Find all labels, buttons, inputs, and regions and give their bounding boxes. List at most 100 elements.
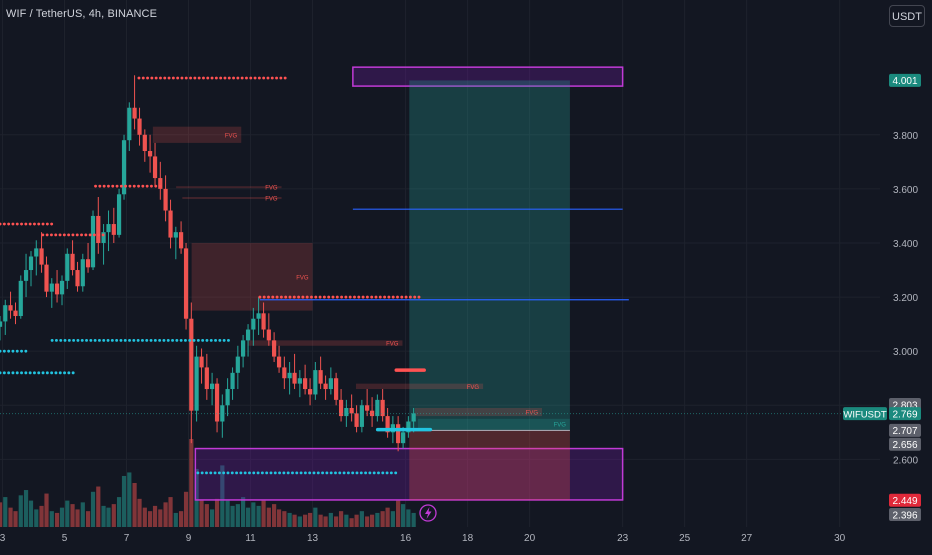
price-badge-bg xyxy=(889,493,921,507)
volume-bar xyxy=(158,509,163,527)
candle-body xyxy=(338,399,344,417)
volume-bar xyxy=(282,511,287,527)
x-tick-label: 27 xyxy=(741,533,753,544)
candle-body xyxy=(375,399,380,417)
candle-body xyxy=(334,378,339,400)
price-badge-text: 2.656 xyxy=(892,440,917,451)
symbol-title: WIF / TetherUS, 4h, BINANCE xyxy=(6,8,158,20)
candle-body xyxy=(282,367,287,379)
volume-bar xyxy=(90,491,96,527)
volume-bar xyxy=(106,507,111,527)
candle-body xyxy=(209,383,215,390)
volume-bar xyxy=(380,511,385,527)
candle-body xyxy=(354,413,359,427)
fvg-label: FVG xyxy=(225,133,238,139)
fvg-label: FVG xyxy=(554,423,567,429)
currency-button[interactable]: USDT xyxy=(889,5,925,27)
price-badge-text: 2.396 xyxy=(892,510,917,521)
volume-bar xyxy=(214,498,220,527)
volume-bar xyxy=(44,493,49,527)
candle-body xyxy=(313,370,318,395)
volume-bar xyxy=(101,505,106,527)
candle-body xyxy=(70,253,75,271)
candle-body xyxy=(411,413,416,422)
candle-body xyxy=(287,372,292,379)
candle-body xyxy=(194,356,199,411)
volume-bar xyxy=(375,512,380,527)
candle-body xyxy=(147,151,153,157)
price-badge-bg xyxy=(889,423,921,437)
volume-bar xyxy=(142,507,147,527)
candle-body xyxy=(183,248,189,319)
candle-body xyxy=(49,283,54,292)
fvg-box xyxy=(355,383,484,390)
candle-body xyxy=(3,305,8,322)
candle-body xyxy=(344,407,349,417)
volume-bar xyxy=(251,502,256,527)
volume-bar xyxy=(147,511,153,527)
volume-bar xyxy=(235,504,240,527)
time-axis[interactable]: 3 5 7 9 11 13 16 18 20 23 25 27 30 xyxy=(0,533,846,544)
candle-body xyxy=(261,313,266,330)
x-tick-label: 3 xyxy=(0,533,6,544)
volume-bar xyxy=(13,511,18,527)
y-tick-label: 2.600 xyxy=(893,455,918,466)
volume-bar xyxy=(173,512,178,527)
candles xyxy=(0,75,416,452)
fvg-box xyxy=(414,407,543,417)
volume-bar xyxy=(245,507,251,527)
candle-body xyxy=(75,270,80,287)
volume-bar xyxy=(406,509,411,527)
long-position[interactable] xyxy=(409,80,570,501)
candle-body xyxy=(85,259,91,268)
candle-body xyxy=(18,280,23,317)
y-tick-label: 3.400 xyxy=(893,239,918,250)
volume-bar xyxy=(225,500,230,527)
volume-bar xyxy=(338,511,344,527)
volume-bar xyxy=(189,439,194,527)
volume-bar xyxy=(354,514,359,527)
price-badge-text: 2.769 xyxy=(892,409,917,420)
price-badge-text: 4.001 xyxy=(892,76,917,87)
candle-body xyxy=(39,248,44,265)
y-tick-label: 3.600 xyxy=(893,185,918,196)
fvg-label: FVG xyxy=(296,275,309,281)
volume-bar xyxy=(183,491,189,527)
candle-body xyxy=(307,389,313,395)
candle-body xyxy=(241,340,246,357)
volume-bar xyxy=(65,500,70,527)
fvg-label: FVG xyxy=(526,411,539,417)
candle-body xyxy=(303,378,308,390)
volume-bar xyxy=(18,495,23,527)
volume-bar xyxy=(276,509,282,527)
candle-body xyxy=(54,283,60,295)
candle-body xyxy=(365,405,370,411)
volume-bar xyxy=(401,504,406,527)
fvg-label: FVG xyxy=(265,186,278,192)
volume-bar xyxy=(199,500,204,527)
candle-body xyxy=(44,264,49,292)
price-badge-bg xyxy=(889,508,921,522)
volume-bar xyxy=(411,512,416,527)
volume-bar xyxy=(137,498,142,527)
bolt-icon[interactable] xyxy=(419,504,437,522)
volume-bar xyxy=(96,486,101,527)
candle-body xyxy=(8,305,13,311)
volume-bar xyxy=(349,518,354,527)
candle-body xyxy=(189,318,194,411)
candle-body xyxy=(266,329,271,341)
volume-bar xyxy=(127,472,132,527)
candle-body xyxy=(214,383,220,422)
x-tick-label: 11 xyxy=(245,533,256,544)
candle-body xyxy=(225,389,230,406)
x-tick-label: 7 xyxy=(124,533,130,544)
level-lines[interactable] xyxy=(259,208,629,301)
candle-body xyxy=(121,140,127,195)
x-tick-label: 30 xyxy=(834,533,846,544)
price-badge-bg xyxy=(889,437,921,451)
volume-bar xyxy=(49,511,54,527)
candle-body xyxy=(292,372,297,384)
x-tick-label: 18 xyxy=(462,533,474,544)
